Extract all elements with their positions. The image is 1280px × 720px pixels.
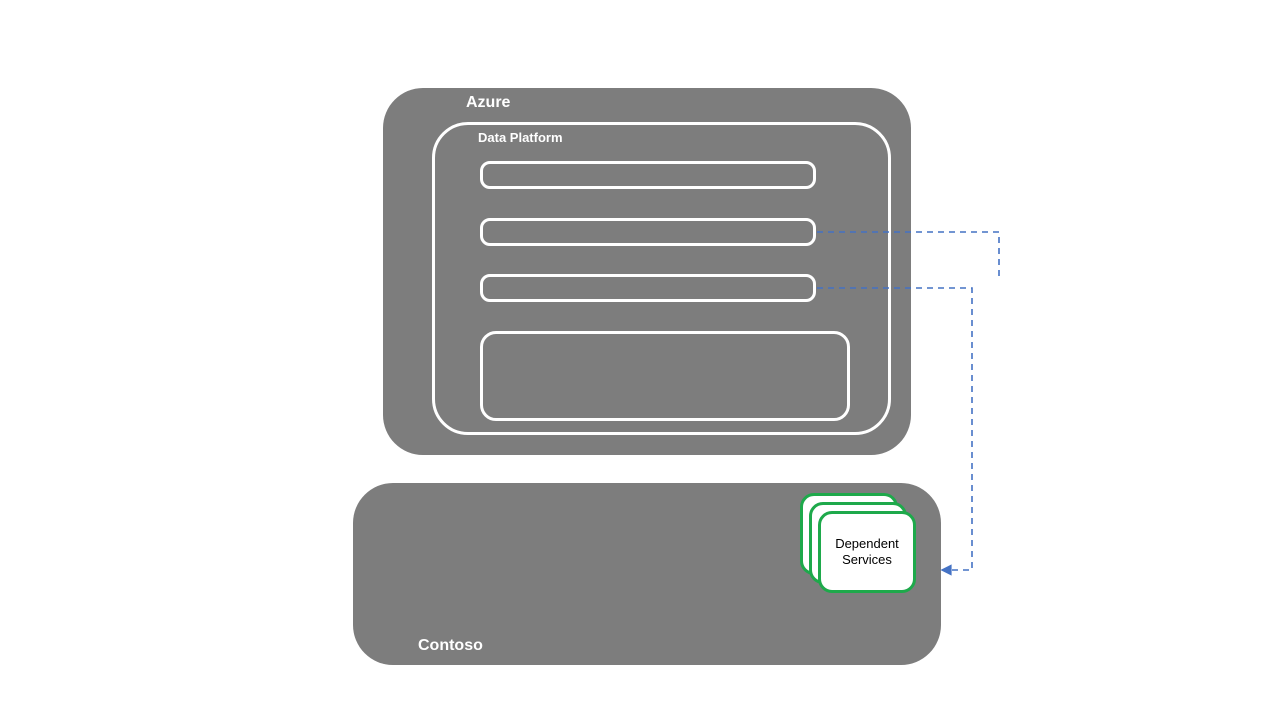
azure-label: Azure — [466, 94, 510, 112]
platform-row — [480, 161, 816, 189]
data-platform-label: Data Platform — [478, 130, 563, 145]
contoso-label: Contoso — [418, 637, 483, 655]
platform-row — [480, 218, 816, 246]
dependent-services-card: DependentServices — [818, 511, 916, 593]
dependent-services-label: DependentServices — [835, 536, 899, 567]
platform-large-panel — [480, 331, 850, 421]
platform-row — [480, 274, 816, 302]
